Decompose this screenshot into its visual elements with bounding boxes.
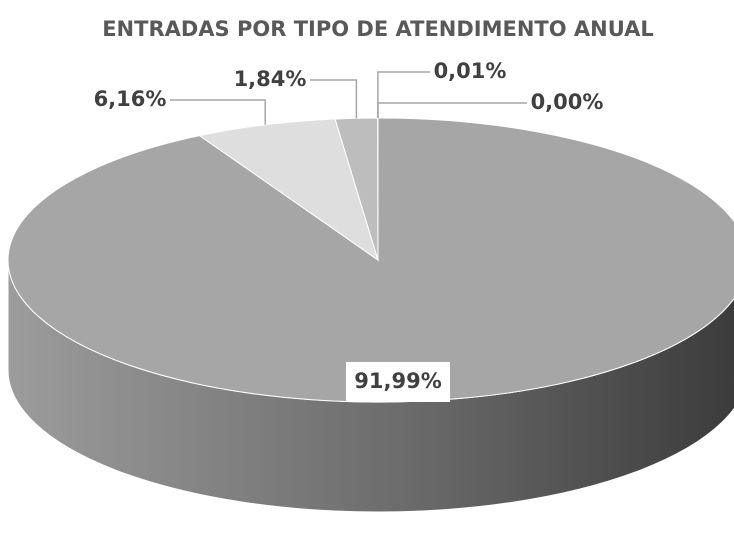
leader-line [170,99,266,125]
leader-line [377,102,527,118]
data-label: 0,01% [434,59,507,83]
leader-line [310,79,358,119]
data-label: 6,16% [94,87,167,111]
chart-title: ENTRADAS POR TIPO DE ATENDIMENTO ANUAL [102,17,654,41]
pie-slice [7,117,734,403]
label-box [346,362,450,402]
data-label: 91,99% [354,369,441,393]
data-label: 1,84% [234,67,307,91]
data-label: 0,00% [531,90,604,114]
leader-line [377,71,430,119]
pie-slice [198,118,379,262]
